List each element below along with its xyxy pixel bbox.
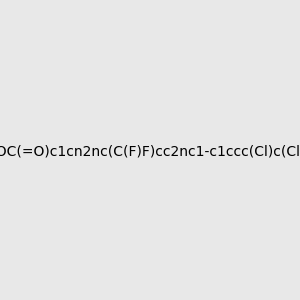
Text: COC(=O)c1cn2nc(C(F)F)cc2nc1-c1ccc(Cl)c(Cl)c1: COC(=O)c1cn2nc(C(F)F)cc2nc1-c1ccc(Cl)c(C… — [0, 145, 300, 158]
